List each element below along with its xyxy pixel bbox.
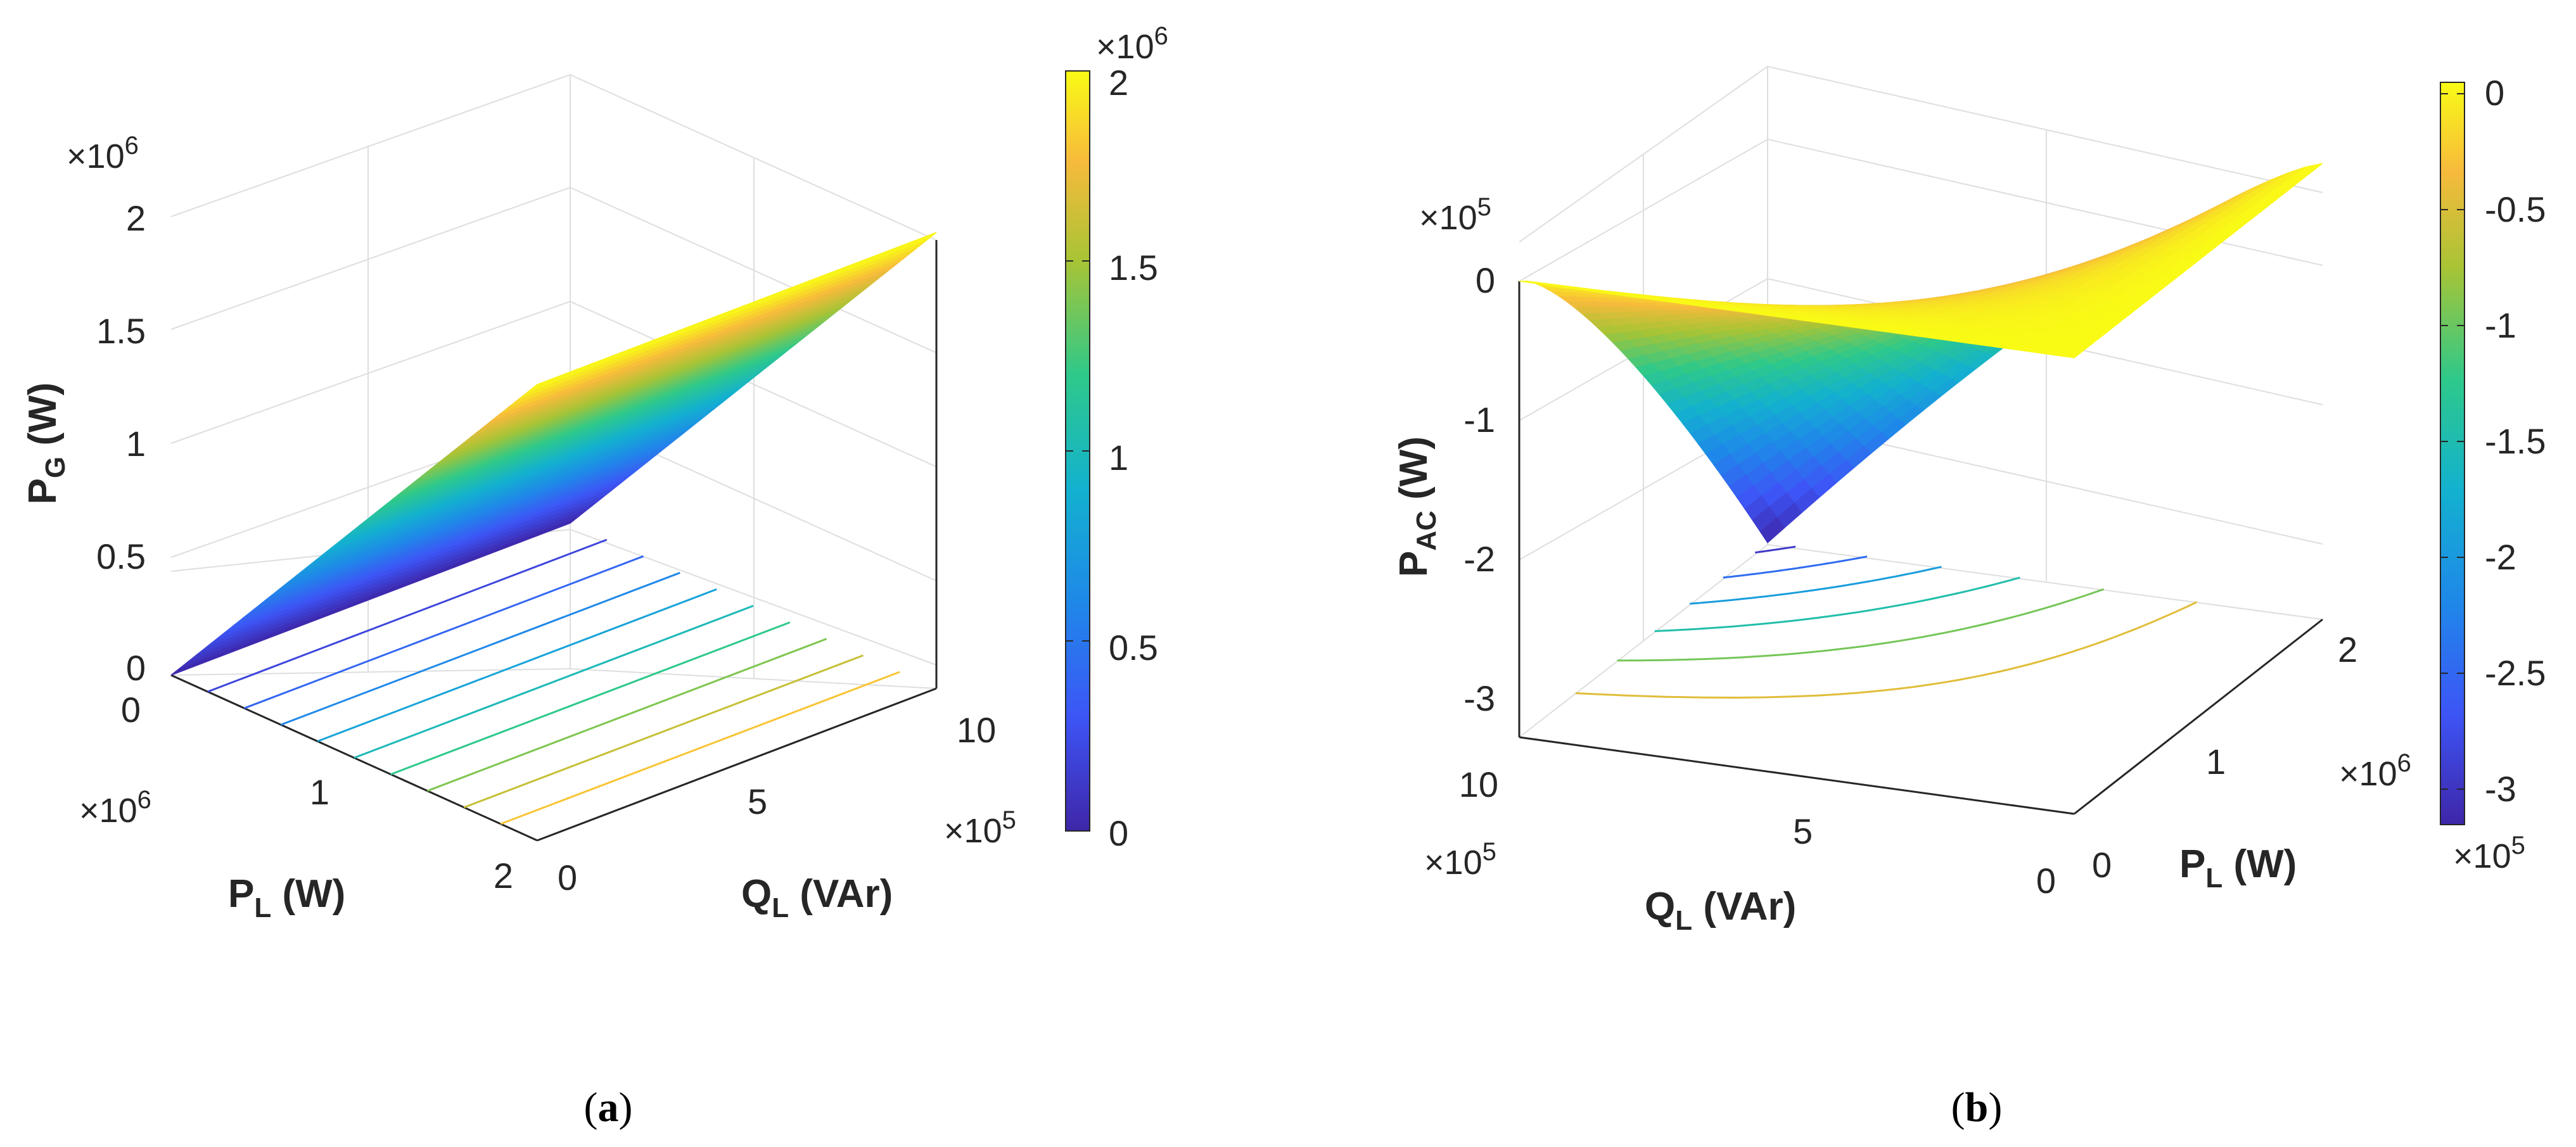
panel-a-x-label: PL (W) [228,872,345,923]
panel-a-y-tick: 5 [748,782,767,821]
panel-a-colorbar-tick: 0 [1109,813,1128,853]
panel-b-y-label: QL (VAr) [1645,885,1796,936]
panel-b-y-tick: 5 [1793,811,1813,851]
panel-b-z-tick: -2 [1463,539,1495,579]
panel-b-z-label: PAC (W) [1392,436,1442,577]
panel-a-z-exponent: ×106 [67,132,139,175]
panel-b-y-tick: 10 [1459,764,1498,804]
surface-strip [528,232,937,393]
panel-b-y-tick: 0 [2036,861,2056,901]
panel-b-colorbar-tick: -2 [2485,537,2516,577]
contour-line [354,605,754,759]
contour-line [1617,588,2105,662]
panel-a-x-tick: 1 [310,772,329,812]
panel-a-contours [207,538,900,825]
panel-b-colorbar-ticks [2440,93,2464,790]
contour-line [427,638,827,792]
panel-a-z-tick: 1.5 [96,311,146,351]
contour-line [280,571,680,726]
contour-line [500,671,900,825]
panel-a-colorbar-exponent: ×106 [1096,22,1168,66]
contour-line [463,654,864,809]
panel-a-caption: (a) [584,1084,633,1131]
contour-line [1689,566,1942,605]
contour-line [1654,576,2020,632]
surface-patch [2056,349,2083,358]
panel-b-z-tick: -3 [1463,678,1495,718]
panel-b-z-tick: 0 [1476,260,1495,300]
panel-b-colorbar-tick: -3 [2485,769,2516,809]
panel-a: 0 0.5 1 1.5 2 ×106 PG (W) 0 1 2 ×106 PL … [21,22,1168,1131]
panel-a-colorbar-tick: 1 [1109,438,1128,478]
panel-b-x-tick: 2 [2338,630,2357,669]
panel-a-y-tick: 10 [957,710,996,750]
panel-a-colorbar-tick: 2 [1109,63,1128,103]
panel-b-caption: (b) [1951,1084,2003,1131]
panel-b-surface [1519,163,2323,543]
contour-line [207,538,608,693]
panel-a-z-tick: 1 [126,424,146,464]
panel-a-z-label: PG (W) [21,383,71,505]
panel-b-x-exponent: ×106 [2339,749,2411,793]
panel-b-colorbar-tick: -1 [2485,305,2516,345]
contour-line [244,555,644,709]
panel-a-colorbar-ticks [1066,70,1090,832]
panel-a-z-tick: 0.5 [96,536,146,576]
panel-a-colorbar-tick: 1.5 [1109,248,1158,288]
panel-a-y-exponent: ×105 [944,806,1016,850]
panel-b-x-label: PL (W) [2179,842,2297,894]
contour-line [1575,601,2198,699]
panel-b-colorbar-tick: 0 [2485,73,2504,113]
contour-line [1723,555,1868,579]
panel-a-z-tick: 0 [126,648,146,688]
panel-b-colorbar-tick: -2.5 [2485,653,2546,693]
panel-b-z-tick: -1 [1463,400,1495,440]
panel-b-x-tick: 0 [2092,845,2112,885]
panel-a-colorbar-tick: 0.5 [1109,628,1158,668]
contour-line [317,588,717,742]
panel-b: 0 -1 -2 -3 ×105 PAC (W) 10 5 0 ×105 QL (… [1392,65,2546,1131]
panel-a-z-tick: 2 [126,198,146,238]
panel-b-colorbar-exponent: ×105 [2453,832,2525,875]
panel-a-x-exponent: ×106 [79,786,151,830]
panel-b-y-exponent: ×105 [1424,838,1496,882]
panel-a-x-tick: 2 [494,856,513,896]
panel-b-colorbar-tick: -0.5 [2485,189,2546,229]
panel-a-y-tick: 0 [558,858,577,897]
contour-line [1755,545,1796,554]
panel-b-contours [1575,545,2198,699]
panel-a-y-label: QL (VAr) [741,872,893,923]
panel-b-x-tick: 1 [2206,742,2226,782]
contour-line [390,621,791,776]
panel-b-z-exponent: ×105 [1419,193,1491,237]
panel-a-surface [170,232,937,676]
panel-b-box-grid [1518,65,2323,815]
panel-b-colorbar-tick: -1.5 [2485,421,2546,461]
panel-a-x-tick: 0 [121,690,141,730]
panel-b-colorbar [2440,82,2465,825]
